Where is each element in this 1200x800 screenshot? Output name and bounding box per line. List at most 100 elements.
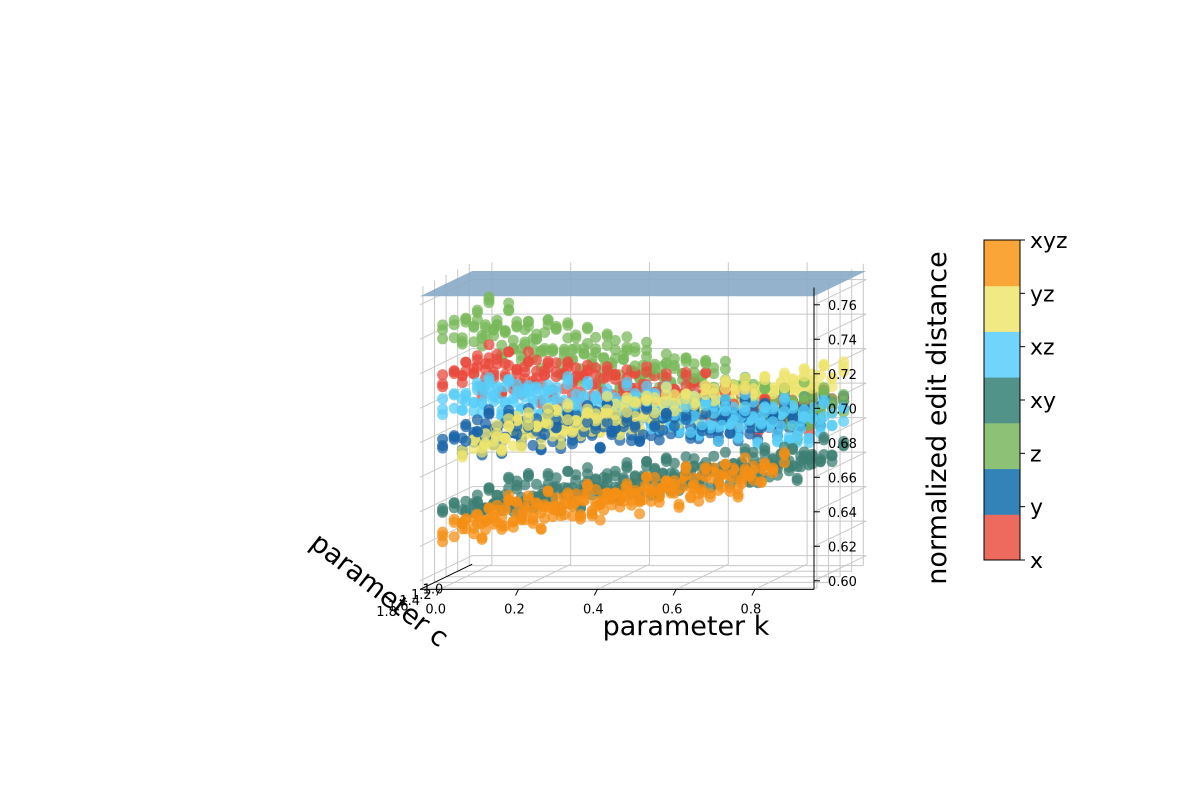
point-xz (471, 384, 483, 396)
point-xz (779, 391, 790, 403)
y-gridline (434, 280, 829, 583)
point-xy (838, 439, 850, 451)
point-y (448, 433, 460, 445)
point-z (471, 314, 483, 326)
point-z (680, 352, 692, 364)
colorbar-label: xy (1030, 389, 1056, 414)
point-xz (621, 380, 633, 392)
colorbar-segment-xy (984, 377, 1020, 424)
point-yz (818, 360, 830, 372)
point-yz (806, 375, 818, 387)
point-z (601, 340, 613, 351)
point-xyz (519, 514, 531, 526)
point-yz (814, 369, 826, 381)
point-xyz (649, 481, 661, 493)
y-tick-label: 1.6 (388, 599, 409, 614)
point-yz (491, 419, 503, 431)
point-xy (806, 458, 818, 470)
axes-lines (419, 287, 815, 590)
point-xyz (483, 503, 495, 515)
point-xz (779, 405, 790, 417)
point-z (617, 353, 629, 365)
point-xz (838, 415, 850, 427)
point-z (496, 339, 508, 351)
point-xyz (759, 457, 771, 469)
point-yz (562, 414, 574, 426)
x-tick (672, 589, 677, 596)
point-y (700, 408, 712, 420)
point-yz (779, 370, 790, 382)
point-xyz (448, 513, 460, 525)
point-yz (779, 382, 790, 394)
y-gridline (468, 263, 864, 567)
point-xy (660, 456, 672, 467)
point-z (460, 316, 472, 328)
point-xy (791, 472, 803, 484)
point-yz (719, 376, 731, 388)
point-xyz (621, 478, 633, 490)
point-x (491, 358, 503, 370)
point-xy (798, 446, 810, 458)
point-xz (582, 379, 593, 391)
point-xy (621, 462, 633, 474)
point-xyz (483, 513, 495, 525)
point-xz (696, 419, 708, 431)
point-z (609, 344, 621, 356)
y-gridline (457, 269, 853, 572)
point-xy (522, 471, 534, 483)
point-xyz (719, 458, 731, 470)
colorbar-segment-xyz (984, 240, 1020, 287)
y-gridline (445, 274, 841, 578)
point-yz (582, 403, 593, 415)
colorbar-label: z (1030, 442, 1042, 467)
point-z (483, 294, 495, 306)
point-z (621, 341, 633, 353)
point-xz (522, 385, 534, 397)
point-xz (550, 394, 562, 406)
point-z (491, 314, 503, 326)
point-xz (641, 380, 653, 392)
point-yz (601, 407, 613, 419)
point-xyz (550, 492, 562, 504)
point-xyz (566, 510, 578, 522)
point-xyz (739, 465, 751, 477)
point-z (437, 324, 449, 336)
point-yz (480, 439, 491, 451)
point-z (522, 320, 534, 332)
colorbar-label: yz (1030, 282, 1055, 307)
point-xz (716, 419, 728, 431)
point-yz (621, 406, 633, 418)
x-tick (751, 589, 756, 596)
point-xyz (511, 507, 523, 519)
x-tick (436, 589, 441, 596)
point-xyz (700, 471, 712, 483)
point-y (471, 414, 483, 426)
point-x (550, 357, 562, 369)
point-yz (507, 440, 519, 452)
point-yz (700, 389, 712, 401)
point-z (621, 331, 633, 343)
point-z (507, 334, 519, 346)
point-xyz (542, 485, 554, 497)
point-yz (570, 415, 582, 427)
point-x (680, 380, 692, 391)
point-xz (806, 412, 818, 424)
point-xy (531, 478, 542, 490)
point-z (660, 358, 672, 369)
point-xyz (471, 509, 483, 521)
point-y (527, 439, 539, 451)
point-z (668, 353, 680, 365)
point-xyz (680, 462, 692, 474)
point-z (641, 351, 653, 363)
colorbar-label: xz (1030, 336, 1055, 361)
point-xz (767, 416, 779, 428)
point-xyz (550, 500, 562, 512)
point-x (570, 370, 582, 382)
point-xyz (641, 482, 653, 493)
point-xz (680, 401, 692, 413)
point-z (700, 356, 712, 368)
point-xz (511, 388, 523, 400)
point-y (460, 421, 472, 433)
point-xyz (700, 461, 712, 473)
point-x (448, 366, 460, 378)
